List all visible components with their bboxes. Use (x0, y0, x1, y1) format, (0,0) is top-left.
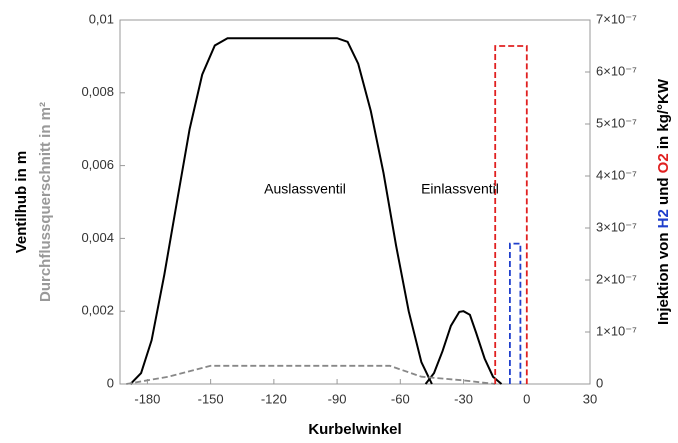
y-tick-label: 0 (107, 375, 114, 390)
series-line (126, 364, 496, 385)
y-tick-label: 0,01 (89, 11, 114, 26)
series-line (494, 45, 528, 384)
x-tick-label: -90 (328, 391, 347, 406)
series-line (424, 310, 503, 385)
y2-axis-label: Injektion von H2 und O2 in kg/°KW (655, 78, 672, 325)
y2-tick-label: 5×10⁻⁷ (596, 115, 637, 130)
y-tick-label: 0,006 (81, 157, 114, 172)
series-line (129, 37, 433, 385)
y2-axis-label-part: und (655, 173, 672, 209)
x-axis-label: Kurbelwinkel (308, 421, 401, 438)
x-tick-label: -120 (261, 391, 287, 406)
y2-tick-label: 7×10⁻⁷ (596, 11, 637, 26)
y2-tick-label: 2×10⁻⁷ (596, 271, 637, 286)
y2-tick-label: 3×10⁻⁷ (596, 219, 637, 234)
annotation: Auslassventil (264, 181, 346, 197)
annotation: Einlassventil (421, 181, 499, 197)
y2-tick-label: 0 (596, 375, 603, 390)
x-tick-label: 0 (523, 391, 530, 406)
y2-tick-label: 6×10⁻⁷ (596, 63, 637, 78)
plot-frame (119, 19, 591, 385)
y2-axis-label-part: H2 (655, 209, 672, 228)
x-tick-label: -180 (134, 391, 160, 406)
y2-axis-label-part: O2 (655, 153, 672, 173)
x-tick-label: -150 (198, 391, 224, 406)
y-tick-label: 0,004 (81, 230, 114, 245)
x-tick-label: 30 (583, 391, 597, 406)
y2-axis-label-part: Injektion von (655, 228, 672, 325)
y2-tick-label: 1×10⁻⁷ (596, 323, 637, 338)
y-axis-label-secondary: Durchflussquerschnitt in m² (37, 102, 54, 302)
x-tick-label: -60 (391, 391, 410, 406)
y-axis-label: Ventilhub in m (13, 151, 30, 254)
series-line (509, 242, 522, 384)
y2-axis-label-part: in kg/°KW (655, 78, 672, 153)
y-tick-label: 0,008 (81, 84, 114, 99)
y-tick-label: 0,002 (81, 303, 114, 318)
x-tick-label: -30 (454, 391, 473, 406)
y2-tick-label: 4×10⁻⁷ (596, 167, 637, 182)
